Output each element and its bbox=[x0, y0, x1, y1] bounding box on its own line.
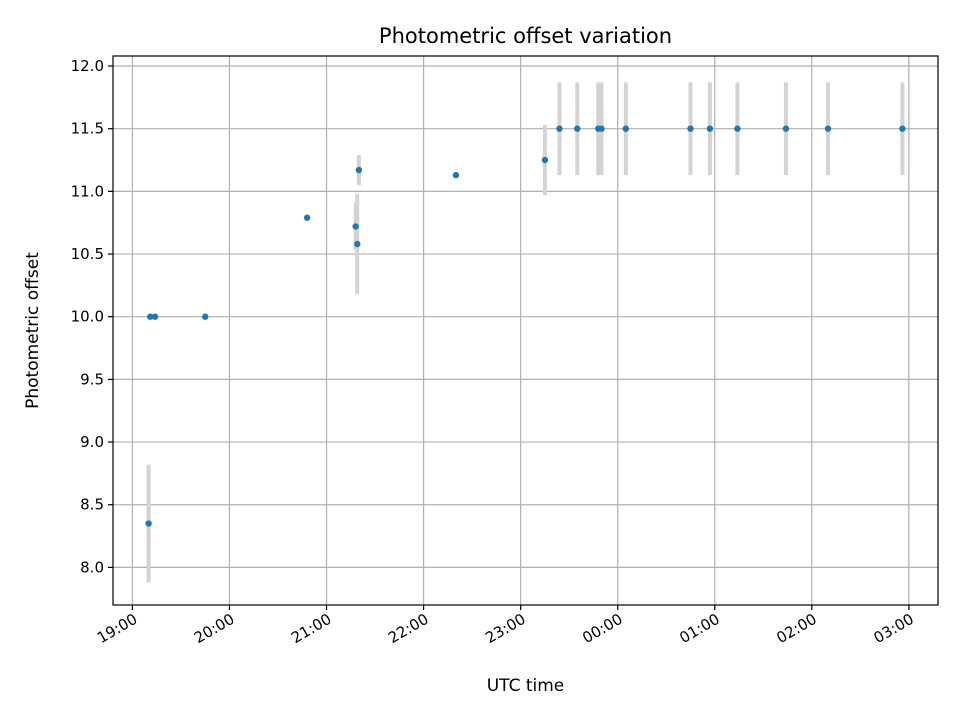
y-tick-label: 10.5 bbox=[71, 245, 104, 263]
data-point bbox=[452, 171, 460, 179]
data-point bbox=[355, 166, 363, 174]
data-point bbox=[622, 125, 629, 132]
y-tick-label: 12.0 bbox=[71, 57, 104, 75]
data-point bbox=[202, 313, 209, 320]
y-tick-label: 8.0 bbox=[80, 558, 104, 576]
data-point bbox=[147, 313, 154, 320]
y-tick-label: 11.0 bbox=[71, 182, 104, 200]
data-point bbox=[541, 156, 549, 164]
chart-title: Photometric offset variation bbox=[379, 24, 672, 48]
data-point bbox=[734, 125, 741, 132]
data-point bbox=[151, 313, 159, 320]
y-tick-label: 8.5 bbox=[80, 496, 104, 514]
plot-frame bbox=[112, 55, 939, 606]
data-point bbox=[687, 125, 694, 132]
y-tick-label: 9.5 bbox=[80, 370, 104, 388]
data-point bbox=[598, 125, 605, 132]
y-axis-ticks: 8.0 8.5 9.0 9.5 10.0 10.5 11.0 11.5 12.0 bbox=[71, 57, 113, 576]
y-tick-label: 11.5 bbox=[71, 120, 104, 138]
grid bbox=[113, 56, 938, 605]
data-points bbox=[145, 125, 906, 527]
y-tick-label: 9.0 bbox=[80, 433, 104, 451]
data-point bbox=[145, 520, 152, 527]
data-point bbox=[899, 125, 906, 132]
data-point bbox=[556, 125, 563, 132]
data-point bbox=[574, 125, 581, 132]
data-point bbox=[824, 125, 832, 132]
data-point bbox=[352, 223, 359, 230]
data-point bbox=[354, 240, 361, 248]
data-point bbox=[303, 214, 311, 221]
x-axis-label: UTC time bbox=[487, 676, 565, 696]
y-tick-label: 10.0 bbox=[71, 308, 104, 326]
data-point bbox=[706, 125, 714, 132]
y-axis-label: Photometric offset bbox=[23, 252, 43, 409]
data-point bbox=[782, 125, 790, 132]
